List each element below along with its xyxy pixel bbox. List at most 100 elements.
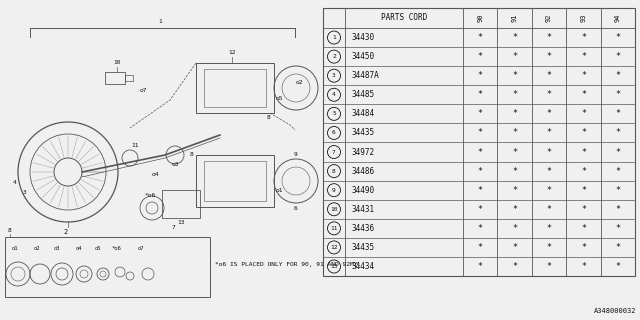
- Text: 2: 2: [64, 229, 68, 235]
- Text: *: *: [547, 33, 552, 42]
- Text: 6: 6: [332, 131, 336, 135]
- Text: *: *: [512, 224, 517, 233]
- Text: o4: o4: [151, 172, 159, 177]
- Text: *: *: [615, 33, 620, 42]
- Text: *: *: [615, 109, 620, 118]
- Text: 13: 13: [177, 220, 185, 225]
- Text: o7: o7: [138, 246, 145, 251]
- Bar: [105, 72, 125, 84]
- Text: 8: 8: [189, 153, 193, 157]
- Text: *: *: [512, 90, 517, 99]
- Text: *: *: [547, 224, 552, 233]
- Text: *: *: [615, 90, 620, 99]
- Text: 4: 4: [332, 92, 336, 97]
- Text: o1: o1: [276, 188, 284, 193]
- Text: 34487A: 34487A: [351, 71, 379, 80]
- Text: 8: 8: [266, 115, 270, 120]
- Text: 8: 8: [332, 169, 336, 173]
- Text: *: *: [615, 186, 620, 195]
- Text: *: *: [547, 186, 552, 195]
- Text: *: *: [512, 186, 517, 195]
- Text: o2: o2: [296, 81, 303, 85]
- Text: *: *: [512, 262, 517, 271]
- Text: *: *: [581, 186, 586, 195]
- Text: 34436: 34436: [351, 224, 374, 233]
- Text: 3: 3: [22, 189, 26, 195]
- Bar: [162, 190, 200, 218]
- Text: 12: 12: [330, 245, 338, 250]
- Text: 34972: 34972: [351, 148, 374, 156]
- Text: o5: o5: [276, 95, 284, 100]
- Text: 34484: 34484: [351, 109, 374, 118]
- Text: 92: 92: [546, 14, 552, 22]
- Text: o5: o5: [95, 246, 102, 251]
- Text: *: *: [581, 33, 586, 42]
- Text: 34430: 34430: [351, 33, 374, 42]
- Text: *: *: [581, 128, 586, 138]
- Text: *: *: [512, 167, 517, 176]
- Text: o3: o3: [54, 246, 61, 251]
- Bar: [125, 75, 133, 81]
- Text: *: *: [547, 243, 552, 252]
- Text: *: *: [477, 128, 483, 138]
- Text: *: *: [615, 148, 620, 156]
- Bar: [196, 155, 274, 207]
- Text: o3: o3: [172, 162, 179, 167]
- Text: 2: 2: [332, 54, 336, 59]
- Text: o7: o7: [140, 88, 147, 93]
- Text: 11: 11: [131, 143, 139, 148]
- Text: *: *: [512, 243, 517, 252]
- Text: *: *: [547, 205, 552, 214]
- Text: o1: o1: [12, 246, 19, 251]
- Text: 1: 1: [158, 19, 162, 24]
- Text: *: *: [547, 52, 552, 61]
- Text: *: *: [615, 262, 620, 271]
- Text: 11: 11: [330, 226, 338, 231]
- Text: *: *: [477, 205, 483, 214]
- Text: o2: o2: [34, 246, 40, 251]
- Text: *: *: [581, 71, 586, 80]
- Text: *: *: [477, 186, 483, 195]
- Text: *: *: [512, 33, 517, 42]
- Text: *: *: [512, 128, 517, 138]
- Bar: [196, 63, 274, 113]
- Text: *: *: [512, 109, 517, 118]
- Text: 34486: 34486: [351, 167, 374, 176]
- Text: 91: 91: [511, 14, 518, 22]
- Text: 1: 1: [332, 35, 336, 40]
- Text: 8: 8: [8, 228, 12, 233]
- Text: 7: 7: [171, 225, 175, 230]
- Text: *: *: [581, 262, 586, 271]
- Text: 7: 7: [332, 149, 336, 155]
- Bar: [323, 8, 635, 276]
- Text: *: *: [615, 167, 620, 176]
- Text: *: *: [512, 205, 517, 214]
- Text: *: *: [477, 109, 483, 118]
- Text: *: *: [547, 167, 552, 176]
- Text: *: *: [581, 52, 586, 61]
- Text: 4: 4: [12, 180, 16, 185]
- Text: 3: 3: [332, 73, 336, 78]
- Text: 13: 13: [330, 264, 338, 269]
- Text: 9: 9: [294, 152, 298, 157]
- Text: *: *: [477, 52, 483, 61]
- Text: *: *: [512, 71, 517, 80]
- Text: *: *: [581, 243, 586, 252]
- Text: *o6 IS PLACED ONLY FOR 90, 91 AND 92MY.: *o6 IS PLACED ONLY FOR 90, 91 AND 92MY.: [215, 262, 361, 267]
- Text: *: *: [615, 205, 620, 214]
- Text: *: *: [615, 128, 620, 138]
- Text: *: *: [615, 52, 620, 61]
- Text: *: *: [477, 33, 483, 42]
- Text: *: *: [477, 167, 483, 176]
- Text: *: *: [581, 167, 586, 176]
- Text: *: *: [547, 148, 552, 156]
- Text: *: *: [547, 71, 552, 80]
- Text: *: *: [477, 71, 483, 80]
- Text: 9: 9: [332, 188, 336, 193]
- Text: 34434: 34434: [351, 262, 374, 271]
- Bar: [204, 161, 266, 201]
- Text: 34450: 34450: [351, 52, 374, 61]
- Text: 34490: 34490: [351, 186, 374, 195]
- Bar: [204, 69, 266, 107]
- Text: 5: 5: [332, 111, 336, 116]
